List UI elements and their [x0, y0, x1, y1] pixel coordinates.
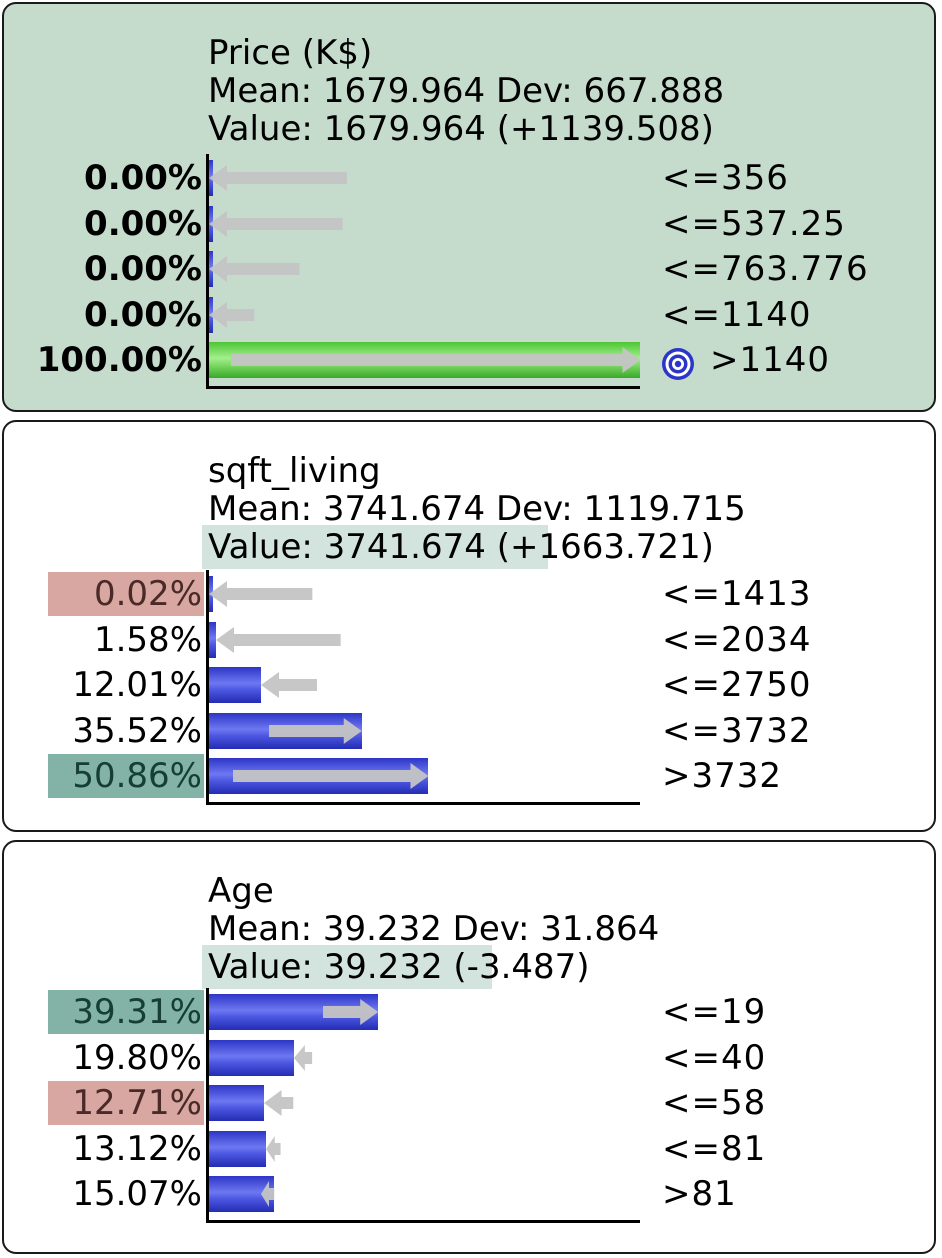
change-arrow	[209, 301, 255, 328]
state-label: <=356	[662, 158, 789, 198]
state-label: <=2034	[662, 619, 812, 660]
node-value: Value: 39.232	[208, 947, 443, 987]
state-label: <=40	[662, 1037, 767, 1078]
state-probability: 0.00%	[84, 158, 202, 198]
bullseye-icon	[662, 348, 694, 380]
state-probability: 0.02%	[48, 572, 204, 616]
probability-bar	[209, 621, 216, 658]
change-arrow	[263, 1090, 294, 1116]
node-mean-dev: Mean: 39.232 Dev: 31.864	[208, 909, 660, 949]
node-value-delta: (+1663.721)	[496, 527, 714, 567]
value-highlight	[202, 525, 548, 569]
node-value-line: Value: 39.232 (-3.487)	[208, 948, 590, 986]
state-probability: 50.86%	[48, 754, 204, 798]
state-label: >81	[662, 1174, 737, 1214]
state-row[interactable]: 12.01% <=2750	[4, 663, 934, 707]
state-row[interactable]: 12.71% <=58	[4, 1081, 934, 1125]
value-highlight	[202, 945, 492, 989]
probability-bar	[209, 1085, 264, 1121]
state-probability: 35.52%	[72, 710, 202, 751]
state-row[interactable]: 0.02% <=1413	[4, 572, 934, 616]
node-price[interactable]: Price (K$) Mean: 1679.964 Dev: 667.888 Val…	[2, 2, 936, 412]
bar-axis-baseline	[206, 1220, 640, 1223]
state-row[interactable]: 35.52% <=3732	[4, 709, 934, 753]
bar-axis-baseline	[206, 386, 640, 389]
change-arrow	[232, 763, 429, 789]
state-probability: 12.01%	[72, 665, 202, 705]
node-value: Value: 3741.674	[208, 527, 486, 567]
bar-axis-vertical	[206, 154, 209, 388]
state-probability: 13.12%	[72, 1128, 202, 1169]
bar-axis-baseline	[206, 802, 640, 805]
probability-bar	[209, 1039, 295, 1076]
node-title: Price (K$)	[208, 33, 373, 73]
state-row[interactable]: 1.58% <=2034	[4, 618, 934, 662]
state-probability: 19.80%	[72, 1037, 202, 1078]
state-label: <=537.25	[662, 203, 846, 244]
state-row[interactable]: 15.07% >81	[4, 1172, 934, 1216]
state-row[interactable]: 0.00% <=537.25	[4, 202, 934, 246]
state-label: >1140	[710, 340, 831, 380]
bar-axis-vertical	[206, 570, 209, 804]
bar-axis-vertical	[206, 988, 209, 1222]
node-mean-dev: Mean: 3741.674 Dev: 1119.715	[208, 489, 746, 529]
state-label: <=2750	[662, 665, 812, 705]
change-arrow	[209, 210, 343, 237]
change-arrow	[209, 256, 300, 282]
state-row[interactable]: 19.80% <=40	[4, 1036, 934, 1080]
state-probability: 15.07%	[72, 1174, 202, 1214]
state-row[interactable]: 0.00% <=1140	[4, 293, 934, 337]
change-arrow	[323, 999, 379, 1025]
state-probability: 100.00%	[36, 340, 202, 380]
state-probability: 0.00%	[84, 294, 202, 335]
state-probability: 12.71%	[48, 1081, 204, 1125]
state-row[interactable]: 50.86% >3732	[4, 754, 934, 798]
state-label: <=58	[662, 1083, 767, 1123]
state-label: <=3732	[662, 710, 812, 751]
node-value-line: Value: 1679.964 (+1139.508)	[208, 110, 714, 148]
state-row[interactable]: 100.00% >1140	[4, 338, 934, 382]
state-row[interactable]: 0.00% <=763.776	[4, 247, 934, 291]
probability-bar	[209, 1130, 266, 1167]
state-row[interactable]: 39.31% <=19	[4, 990, 934, 1034]
node-mean-dev: Mean: 1679.964 Dev: 667.888	[208, 71, 725, 111]
node-title: sqft_living	[208, 451, 381, 491]
state-label: <=1140	[662, 294, 812, 335]
state-label: >3732	[662, 756, 783, 796]
change-arrow	[269, 717, 363, 744]
state-label: <=763.776	[662, 249, 869, 289]
state-label: <=19	[662, 992, 767, 1032]
state-label: <=1413	[662, 574, 812, 614]
state-probability: 1.58%	[93, 619, 202, 660]
state-probability: 39.31%	[48, 990, 204, 1034]
change-arrow	[215, 626, 341, 653]
node-value: Value: 1679.964	[208, 109, 486, 149]
node-value-line: Value: 3741.674 (+1663.721)	[208, 528, 714, 566]
change-arrow	[230, 347, 640, 373]
state-row[interactable]: 13.12% <=81	[4, 1127, 934, 1171]
node-sqft_living[interactable]: sqft_living Mean: 3741.674 Dev: 1119.715 V…	[2, 420, 936, 832]
change-arrow	[294, 1044, 313, 1071]
node-value-delta: (-3.487)	[453, 947, 590, 987]
node-age[interactable]: Age Mean: 39.232 Dev: 31.864 Value: 39.232…	[2, 840, 936, 1254]
change-arrow	[209, 581, 313, 607]
state-probability: 0.00%	[84, 203, 202, 244]
change-arrow	[260, 1181, 274, 1207]
state-probability: 0.00%	[84, 249, 202, 289]
node-value-delta: (+1139.508)	[496, 109, 714, 149]
node-title: Age	[208, 871, 274, 911]
change-arrow	[265, 1135, 281, 1162]
state-label: <=81	[662, 1128, 767, 1169]
probability-bar	[209, 667, 261, 703]
state-row[interactable]: 0.00% <=356	[4, 156, 934, 200]
change-arrow	[260, 672, 317, 698]
change-arrow	[209, 165, 347, 191]
